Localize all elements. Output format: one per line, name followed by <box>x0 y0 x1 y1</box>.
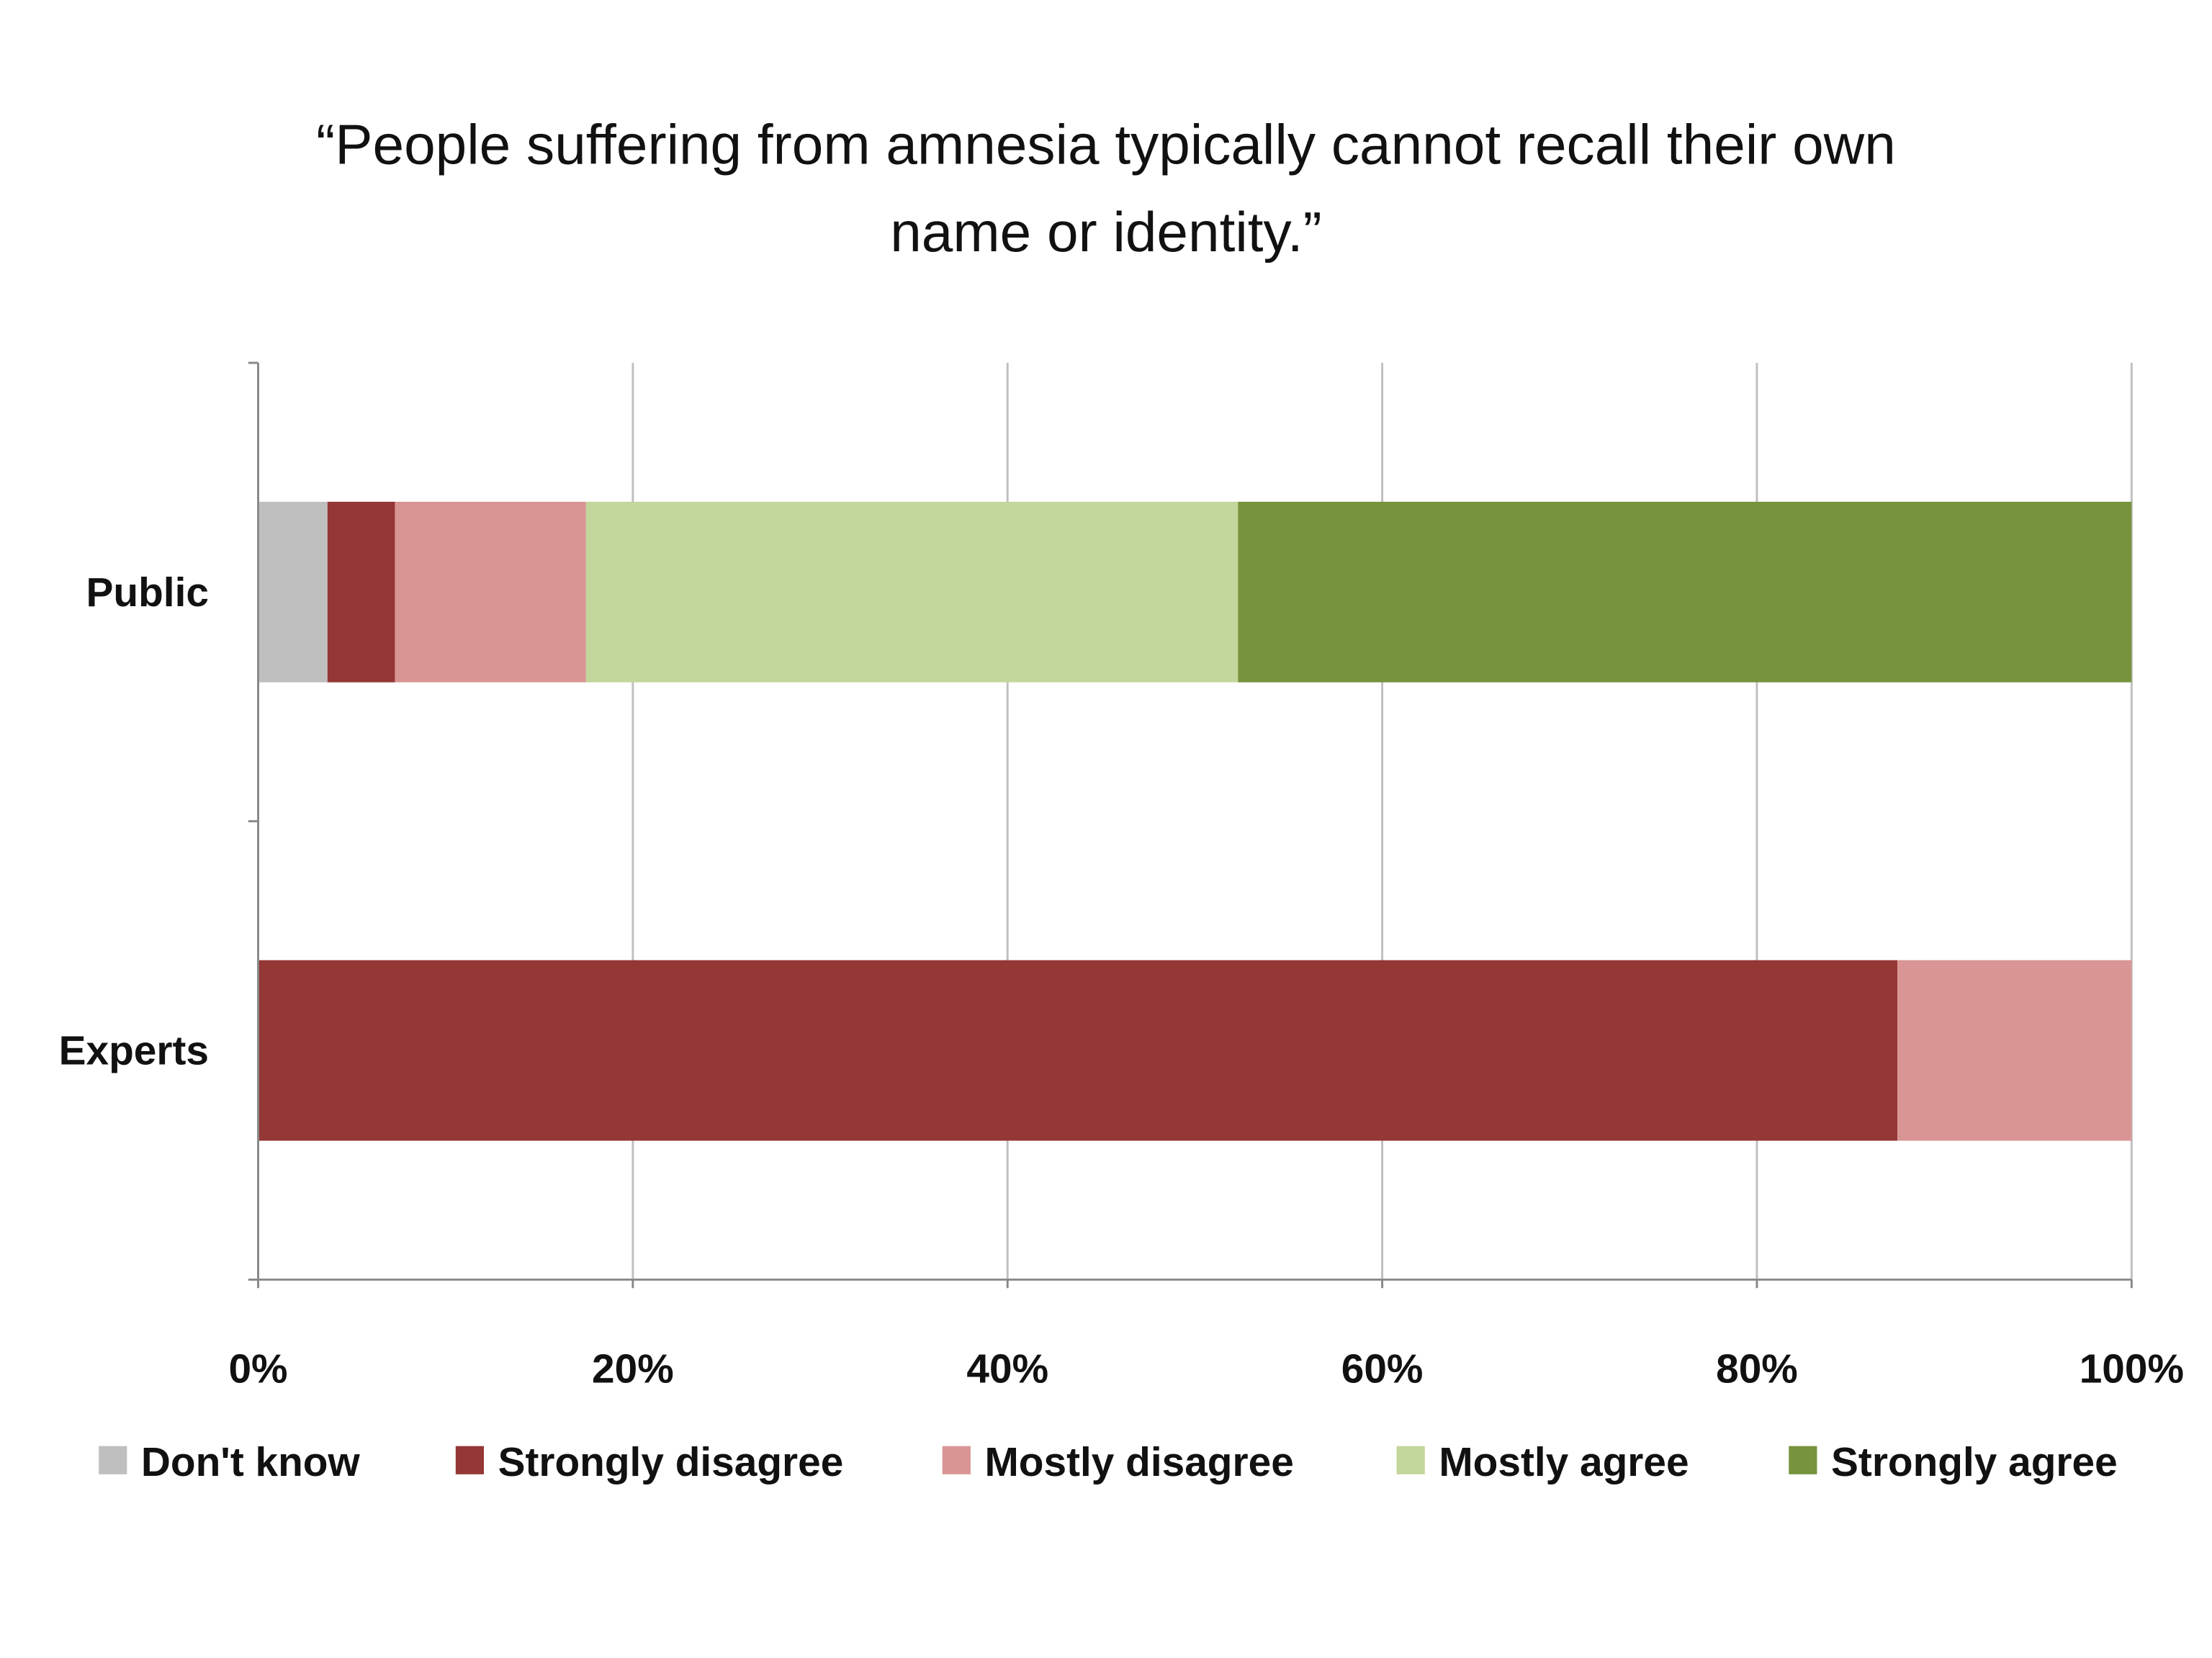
x-tick-label: 20% <box>592 1346 674 1392</box>
bar-segment <box>585 501 1238 682</box>
legend-label: Mostly agree <box>1439 1440 1689 1485</box>
bar-segment <box>1238 501 2132 682</box>
bar-segment <box>327 501 395 682</box>
category-label: Experts <box>59 1029 209 1074</box>
bar-segment <box>395 501 586 682</box>
legend-label: Strongly disagree <box>498 1440 844 1485</box>
x-tick-label: 0% <box>228 1346 287 1392</box>
chart-title-line-1: “People suffering from amnesia typically… <box>316 113 1896 176</box>
category-label: Public <box>86 570 209 616</box>
bar-segment <box>1897 960 2132 1141</box>
x-tick-label: 80% <box>1716 1346 1798 1392</box>
bar-segment <box>258 501 328 682</box>
chart-title-line-2: name or identity.” <box>890 200 1322 263</box>
x-tick-label: 60% <box>1341 1346 1424 1392</box>
legend-swatch <box>1789 1446 1817 1474</box>
legend-swatch <box>1396 1446 1425 1474</box>
legend-label: Strongly agree <box>1831 1440 2118 1485</box>
legend-label: Mostly disagree <box>985 1440 1294 1485</box>
legend-swatch <box>99 1446 127 1474</box>
bar-segment <box>258 960 1898 1141</box>
x-tick-label: 40% <box>966 1346 1048 1392</box>
x-tick-label: 100% <box>2080 1346 2184 1392</box>
legend-swatch <box>942 1446 971 1474</box>
legend-label: Don't know <box>141 1440 361 1485</box>
legend-swatch <box>455 1446 484 1474</box>
